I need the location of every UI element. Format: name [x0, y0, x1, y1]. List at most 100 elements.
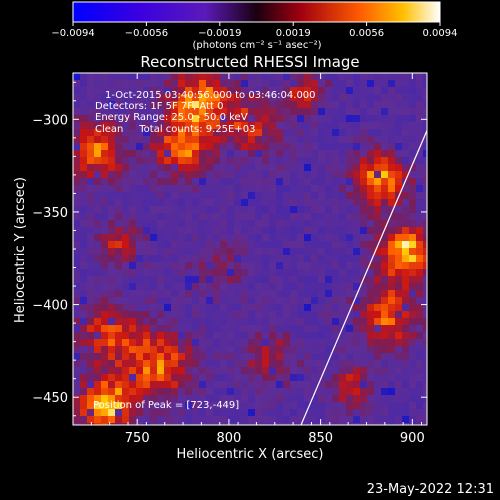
heatmap-cell: [381, 143, 388, 150]
heatmap-cell: [171, 262, 178, 269]
heatmap-cell: [220, 388, 227, 395]
heatmap-cell: [388, 206, 395, 213]
heatmap-cell: [255, 143, 262, 150]
heatmap-cell: [213, 213, 220, 220]
heatmap-cell: [353, 332, 360, 339]
heatmap-cell: [318, 213, 325, 220]
heatmap-cell: [269, 360, 276, 367]
heatmap-cell: [115, 332, 122, 339]
heatmap-cell: [199, 311, 206, 318]
heatmap-cell: [220, 360, 227, 367]
heatmap-cell: [150, 129, 157, 136]
heatmap-cell: [150, 122, 157, 129]
heatmap-cell: [402, 332, 409, 339]
heatmap-cell: [269, 325, 276, 332]
heatmap-cell: [108, 318, 115, 325]
heatmap-cell: [283, 164, 290, 171]
heatmap-cell: [248, 360, 255, 367]
heatmap-cell: [227, 80, 234, 87]
heatmap-cell: [360, 374, 367, 381]
heatmap-cell: [416, 409, 423, 416]
heatmap-cell: [73, 234, 80, 241]
heatmap-cell: [276, 318, 283, 325]
heatmap-cell: [409, 234, 416, 241]
heatmap-cell: [178, 178, 185, 185]
heatmap-cell: [248, 101, 255, 108]
heatmap-cell: [157, 367, 164, 374]
heatmap-cell: [388, 381, 395, 388]
heatmap-cell: [115, 227, 122, 234]
heatmap-cell: [255, 423, 262, 425]
heatmap-cell: [248, 241, 255, 248]
heatmap-cell: [325, 94, 332, 101]
heatmap-cell: [178, 353, 185, 360]
heatmap-cell: [171, 395, 178, 402]
heatmap-cell: [248, 409, 255, 416]
heatmap-cell: [213, 150, 220, 157]
heatmap-cell: [374, 248, 381, 255]
heatmap-cell: [325, 367, 332, 374]
heatmap-cell: [73, 423, 80, 425]
heatmap-cell: [388, 346, 395, 353]
heatmap-cell: [381, 409, 388, 416]
heatmap-cell: [185, 185, 192, 192]
heatmap-cell: [367, 129, 374, 136]
heatmap-cell: [129, 402, 136, 409]
heatmap-cell: [171, 374, 178, 381]
heatmap-cell: [374, 346, 381, 353]
heatmap-cell: [346, 388, 353, 395]
heatmap-cell: [241, 388, 248, 395]
heatmap-cell: [318, 395, 325, 402]
heatmap-cell: [122, 304, 129, 311]
heatmap-cell: [220, 234, 227, 241]
heatmap-cell: [255, 73, 262, 80]
heatmap-cell: [374, 73, 381, 80]
heatmap-cell: [325, 87, 332, 94]
heatmap-cell: [241, 143, 248, 150]
heatmap-cell: [199, 101, 206, 108]
heatmap-cell: [318, 108, 325, 115]
heatmap-cell: [297, 171, 304, 178]
heatmap-cell: [213, 129, 220, 136]
heatmap-cell: [304, 297, 311, 304]
heatmap-cell: [164, 276, 171, 283]
heatmap-cell: [290, 339, 297, 346]
heatmap-cell: [101, 178, 108, 185]
heatmap-cell: [206, 220, 213, 227]
heatmap-cell: [248, 381, 255, 388]
heatmap-cell: [367, 220, 374, 227]
heatmap-cell: [367, 80, 374, 87]
heatmap-cell: [374, 416, 381, 423]
heatmap-cell: [157, 255, 164, 262]
heatmap-cell: [262, 108, 269, 115]
heatmap-cell: [304, 80, 311, 87]
heatmap-cell: [178, 73, 185, 80]
heatmap-cell: [374, 192, 381, 199]
heatmap-cell: [108, 185, 115, 192]
heatmap-cell: [178, 94, 185, 101]
heatmap-cell: [206, 332, 213, 339]
heatmap-cell: [248, 185, 255, 192]
heatmap-cell: [73, 367, 80, 374]
heatmap-cell: [241, 332, 248, 339]
heatmap-cell: [290, 171, 297, 178]
heatmap-cell: [367, 73, 374, 80]
heatmap-cell: [367, 262, 374, 269]
heatmap-cell: [346, 122, 353, 129]
heatmap-cell: [304, 143, 311, 150]
heatmap-cell: [395, 262, 402, 269]
heatmap-cell: [402, 150, 409, 157]
heatmap-cell: [346, 143, 353, 150]
heatmap-cell: [332, 115, 339, 122]
heatmap-cell: [332, 402, 339, 409]
heatmap-cell: [129, 353, 136, 360]
heatmap-cell: [374, 395, 381, 402]
heatmap-cell: [290, 367, 297, 374]
heatmap-cell: [283, 227, 290, 234]
heatmap-cell: [339, 115, 346, 122]
heatmap-cell: [157, 311, 164, 318]
heatmap-cell: [143, 360, 150, 367]
heatmap-cell: [220, 325, 227, 332]
heatmap-cell: [395, 178, 402, 185]
heatmap-cell: [227, 423, 234, 425]
